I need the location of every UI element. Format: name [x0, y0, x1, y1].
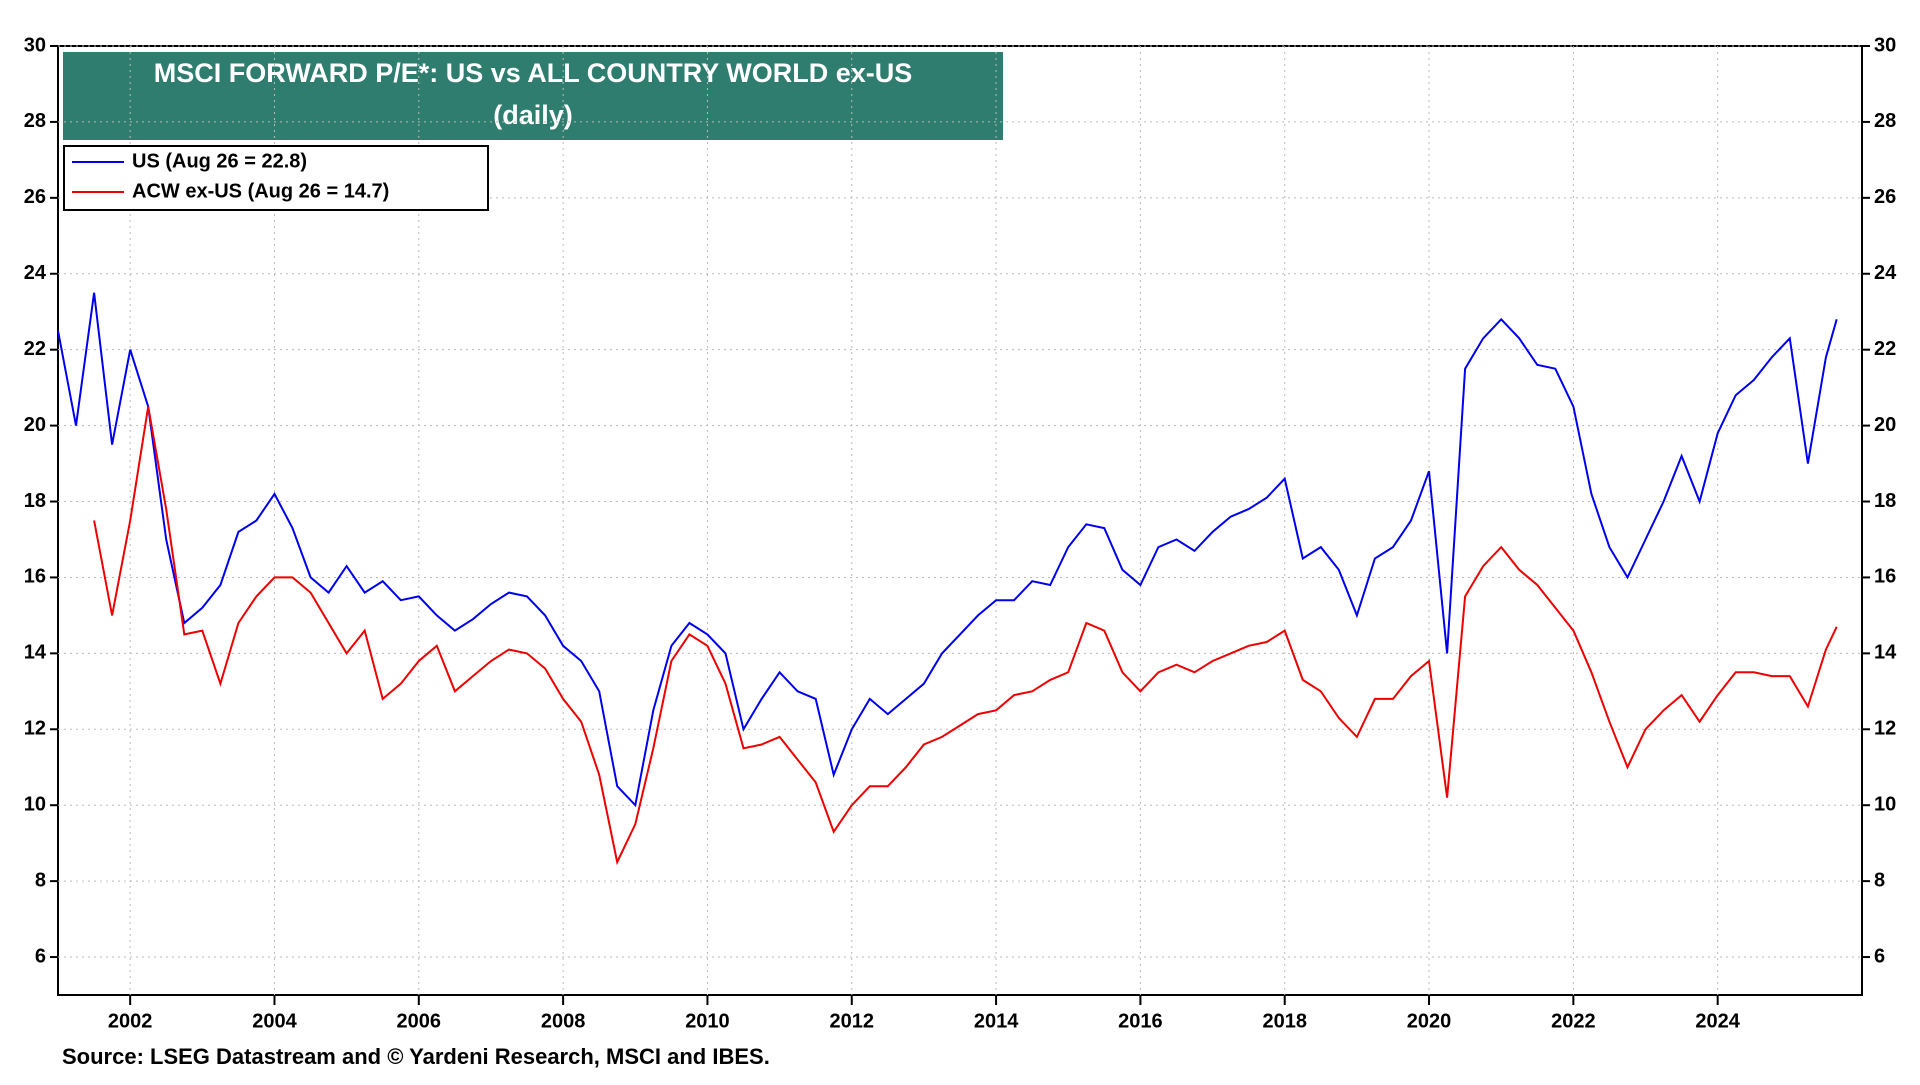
y2-tick-label: 6 [1874, 945, 1885, 967]
series-line [93, 406, 1838, 866]
y2-tick-label: 10 [1874, 793, 1896, 815]
y-tick-label: 30 [24, 34, 46, 56]
y2-tick-label: 12 [1874, 718, 1896, 740]
x-tick-label: 2002 [108, 1010, 153, 1032]
y-tick-label: 18 [24, 490, 46, 512]
y2-tick-label: 16 [1874, 566, 1896, 588]
x-tick-label: 2012 [830, 1010, 875, 1032]
y-tick-label: 6 [35, 945, 46, 967]
legend-label: US (Aug 26 = 22.8) [132, 150, 307, 172]
x-tick-label: 2024 [1695, 1010, 1740, 1032]
y-tick-label: 14 [24, 642, 47, 664]
y-tick-label: 10 [24, 793, 46, 815]
y-tick-label: 16 [24, 566, 46, 588]
series-line [57, 292, 1838, 808]
y-tick-label: 12 [24, 718, 46, 740]
legend-label: ACW ex-US (Aug 26 = 14.7) [132, 180, 389, 202]
x-tick-label: 2014 [974, 1010, 1019, 1032]
title-box [63, 52, 1003, 140]
y2-tick-label: 18 [1874, 490, 1896, 512]
x-tick-label: 2006 [397, 1010, 442, 1032]
y-tick-label: 20 [24, 414, 46, 436]
x-tick-label: 2020 [1407, 1010, 1452, 1032]
x-tick-label: 2018 [1262, 1010, 1307, 1032]
x-tick-label: 2022 [1551, 1010, 1596, 1032]
y2-tick-label: 8 [1874, 869, 1885, 891]
y2-tick-label: 20 [1874, 414, 1896, 436]
x-tick-label: 2016 [1118, 1010, 1163, 1032]
y2-tick-label: 30 [1874, 34, 1896, 56]
y2-tick-label: 14 [1874, 642, 1897, 664]
y-tick-label: 24 [24, 262, 47, 284]
y2-tick-label: 22 [1874, 338, 1896, 360]
y2-tick-label: 24 [1874, 262, 1897, 284]
x-tick-label: 2004 [252, 1010, 297, 1032]
y-tick-label: 8 [35, 869, 46, 891]
y-tick-label: 22 [24, 338, 46, 360]
y2-tick-label: 28 [1874, 110, 1896, 132]
y-tick-label: 26 [24, 186, 46, 208]
x-tick-label: 2008 [541, 1010, 586, 1032]
chart-title: MSCI FORWARD P/E*: US vs ALL COUNTRY WOR… [154, 58, 913, 88]
chart-subtitle: (daily) [493, 100, 573, 130]
x-tick-label: 2010 [685, 1010, 730, 1032]
y-tick-label: 28 [24, 110, 46, 132]
legend-box [63, 145, 489, 211]
source-note: Source: LSEG Datastream and © Yardeni Re… [62, 1044, 770, 1069]
y2-tick-label: 26 [1874, 186, 1896, 208]
